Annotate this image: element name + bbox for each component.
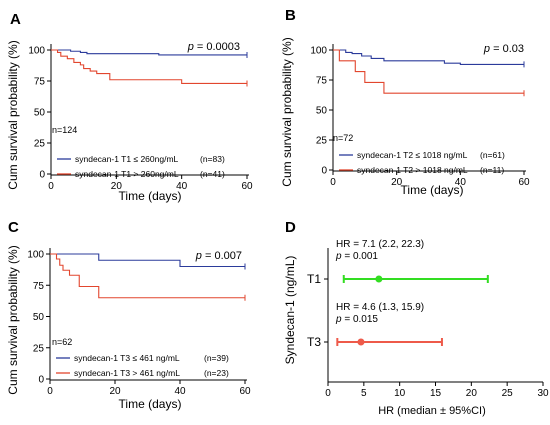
x-tick-label: 0: [47, 386, 53, 397]
x-tick-label: 15: [430, 388, 442, 399]
legend-label: syndecan-1 T1 ≤ 260ng/mL: [75, 154, 179, 164]
x-tick-label: 20: [109, 386, 121, 397]
hr-annotation: HR = 4.6 (1.3, 15.9): [336, 302, 424, 313]
legend-count: (n=23): [204, 368, 229, 378]
legend-count: (n=11): [480, 165, 504, 175]
p-value: p = 0.001: [335, 251, 378, 262]
x-axis-title: Time (days): [119, 397, 182, 411]
y-tick-label: 25: [34, 139, 46, 150]
forest-panel-d: D Syndecan-1 (ng/mL) HR (median ± 95%CI)…: [283, 219, 549, 417]
y-tick-label: 75: [34, 77, 46, 88]
x-tick-label: 25: [502, 388, 514, 399]
x-tick-label: 40: [174, 386, 186, 397]
y-tick-label: 100: [28, 46, 45, 57]
survival-curve: [51, 49, 247, 85]
y-axis-title: Cum survival probability (%): [6, 245, 20, 394]
legend-count: (n=61): [480, 150, 505, 160]
legend-count: (n=41): [200, 169, 225, 179]
y-tick-label: 100: [310, 46, 327, 57]
survival-curve: [333, 49, 524, 65]
legend-label: syndecan-1 T2 > 1018 ng/mL: [357, 165, 468, 175]
panel-label: D: [285, 219, 296, 236]
survival-curve: [50, 253, 245, 268]
panel-label: C: [8, 219, 19, 236]
y-tick-label: 25: [316, 136, 328, 147]
km-panel-c: C Cum survival probability (%) Time (day…: [6, 219, 251, 411]
hr-point: [375, 275, 383, 283]
y-tick-label: 75: [33, 281, 45, 292]
x-axis-title: Time (days): [119, 189, 182, 203]
x-axis-title: Time (days): [401, 183, 464, 197]
n-total: n=72: [333, 133, 353, 143]
p-value: p = 0.015: [335, 314, 378, 325]
x-tick-label: 0: [48, 181, 54, 192]
survival-curve: [333, 49, 524, 94]
x-tick-label: 30: [537, 388, 549, 399]
km-panel-b: B Cum survival probability (%) Time (day…: [280, 7, 530, 197]
n-total: n=62: [52, 337, 72, 347]
y-axis-title: Syndecan-1 (ng/mL): [283, 256, 297, 365]
legend-count: (n=39): [204, 353, 229, 363]
x-tick-label: 40: [455, 177, 467, 188]
y-tick-label: 0: [38, 375, 44, 386]
x-tick-label: 20: [111, 181, 123, 192]
x-tick-label: 0: [330, 177, 336, 188]
x-tick-label: 10: [394, 388, 406, 399]
survival-curve: [50, 253, 245, 299]
y-axis-title: Cum survival probability (%): [6, 40, 20, 189]
x-tick-label: 20: [391, 177, 403, 188]
y-axis-title: Cum survival probability (%): [280, 37, 294, 186]
y-tick-label: 25: [33, 343, 45, 354]
x-tick-label: 5: [361, 388, 367, 399]
survival-curve: [51, 49, 247, 56]
x-tick-label: 0: [325, 388, 331, 399]
y-tick-label: T3: [307, 335, 321, 349]
x-tick-label: 60: [518, 177, 530, 188]
y-tick-label: 0: [39, 170, 45, 181]
legend-label: syndecan-1 T2 ≤ 1018 ng/mL: [357, 150, 468, 160]
p-value: p = 0.007: [195, 250, 242, 262]
x-tick-label: 60: [241, 181, 253, 192]
legend-count: (n=83): [200, 154, 225, 164]
p-value: p = 0.0003: [187, 41, 240, 53]
x-tick-label: 20: [466, 388, 478, 399]
y-tick-label: 100: [27, 250, 44, 261]
x-tick-label: 40: [176, 181, 188, 192]
hr-point: [357, 338, 365, 346]
legend-label: syndecan-1 T1 > 260ng/mL: [75, 169, 179, 179]
legend-label: syndecan-1 T3 ≤ 461 ng/mL: [74, 353, 180, 363]
y-tick-label: 0: [321, 166, 327, 177]
panel-label: A: [10, 11, 21, 28]
p-value: p = 0.03: [483, 43, 524, 55]
legend-label: syndecan-1 T3 > 461 ng/mL: [74, 368, 180, 378]
y-tick-label: 50: [34, 108, 46, 119]
y-tick-label: 50: [316, 106, 328, 117]
y-tick-label: 75: [316, 76, 328, 87]
n-total: n=124: [52, 125, 77, 135]
hr-annotation: HR = 7.1 (2.2, 22.3): [336, 239, 424, 250]
x-axis-title: HR (median ± 95%CI): [378, 405, 486, 417]
panel-label: B: [285, 7, 296, 24]
y-tick-label: T1: [307, 272, 321, 286]
x-tick-label: 60: [239, 386, 251, 397]
y-tick-label: 50: [33, 312, 45, 323]
km-panel-a: A Cum survival probability (%) Time (day…: [6, 11, 253, 203]
